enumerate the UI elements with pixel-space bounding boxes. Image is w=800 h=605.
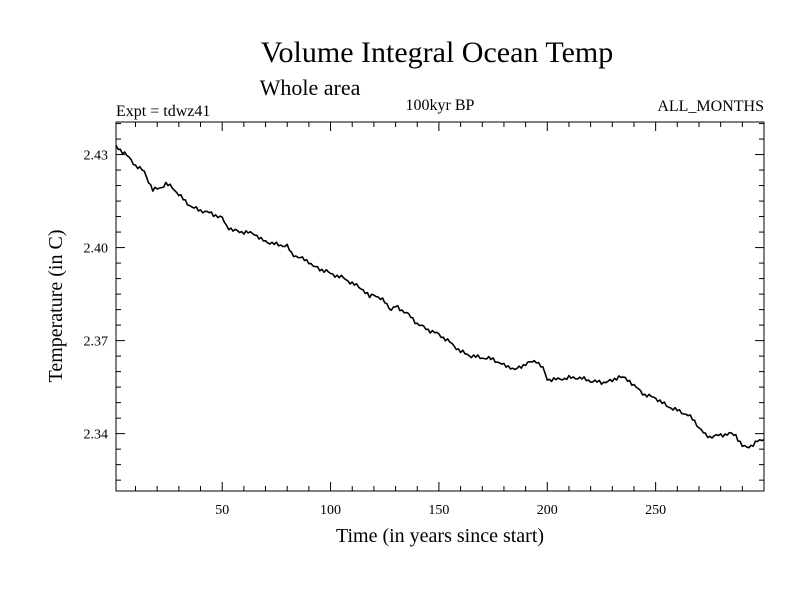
period-label: 100kyr BP [406, 97, 475, 114]
x-tick-label: 250 [645, 503, 666, 518]
y-tick-label: 2.40 [84, 242, 109, 257]
months-label: ALL_MONTHS [657, 98, 764, 115]
chart-title: Volume Integral Ocean Temp [261, 36, 614, 69]
x-tick-label: 150 [428, 503, 449, 518]
y-tick-label: 2.34 [84, 428, 109, 443]
axis-ticks: 50 100 150 200 250 2.34 2.37 2.40 2.43 [84, 122, 764, 518]
series-line [115, 145, 765, 449]
x-tick-label: 100 [320, 503, 341, 518]
experiment-label: Expt = tdwz41 [116, 103, 210, 120]
x-tick-label: 50 [215, 503, 229, 518]
chart-subtitle: Whole area [260, 75, 361, 100]
y-tick-label: 2.43 [84, 149, 109, 164]
x-axis-label: Time (in years since start) [336, 525, 544, 547]
x-tick-label: 200 [537, 503, 558, 518]
y-axis-label: Temperature (in C) [45, 230, 67, 383]
y-tick-label: 2.37 [84, 335, 109, 350]
plot-frame [115, 121, 765, 492]
